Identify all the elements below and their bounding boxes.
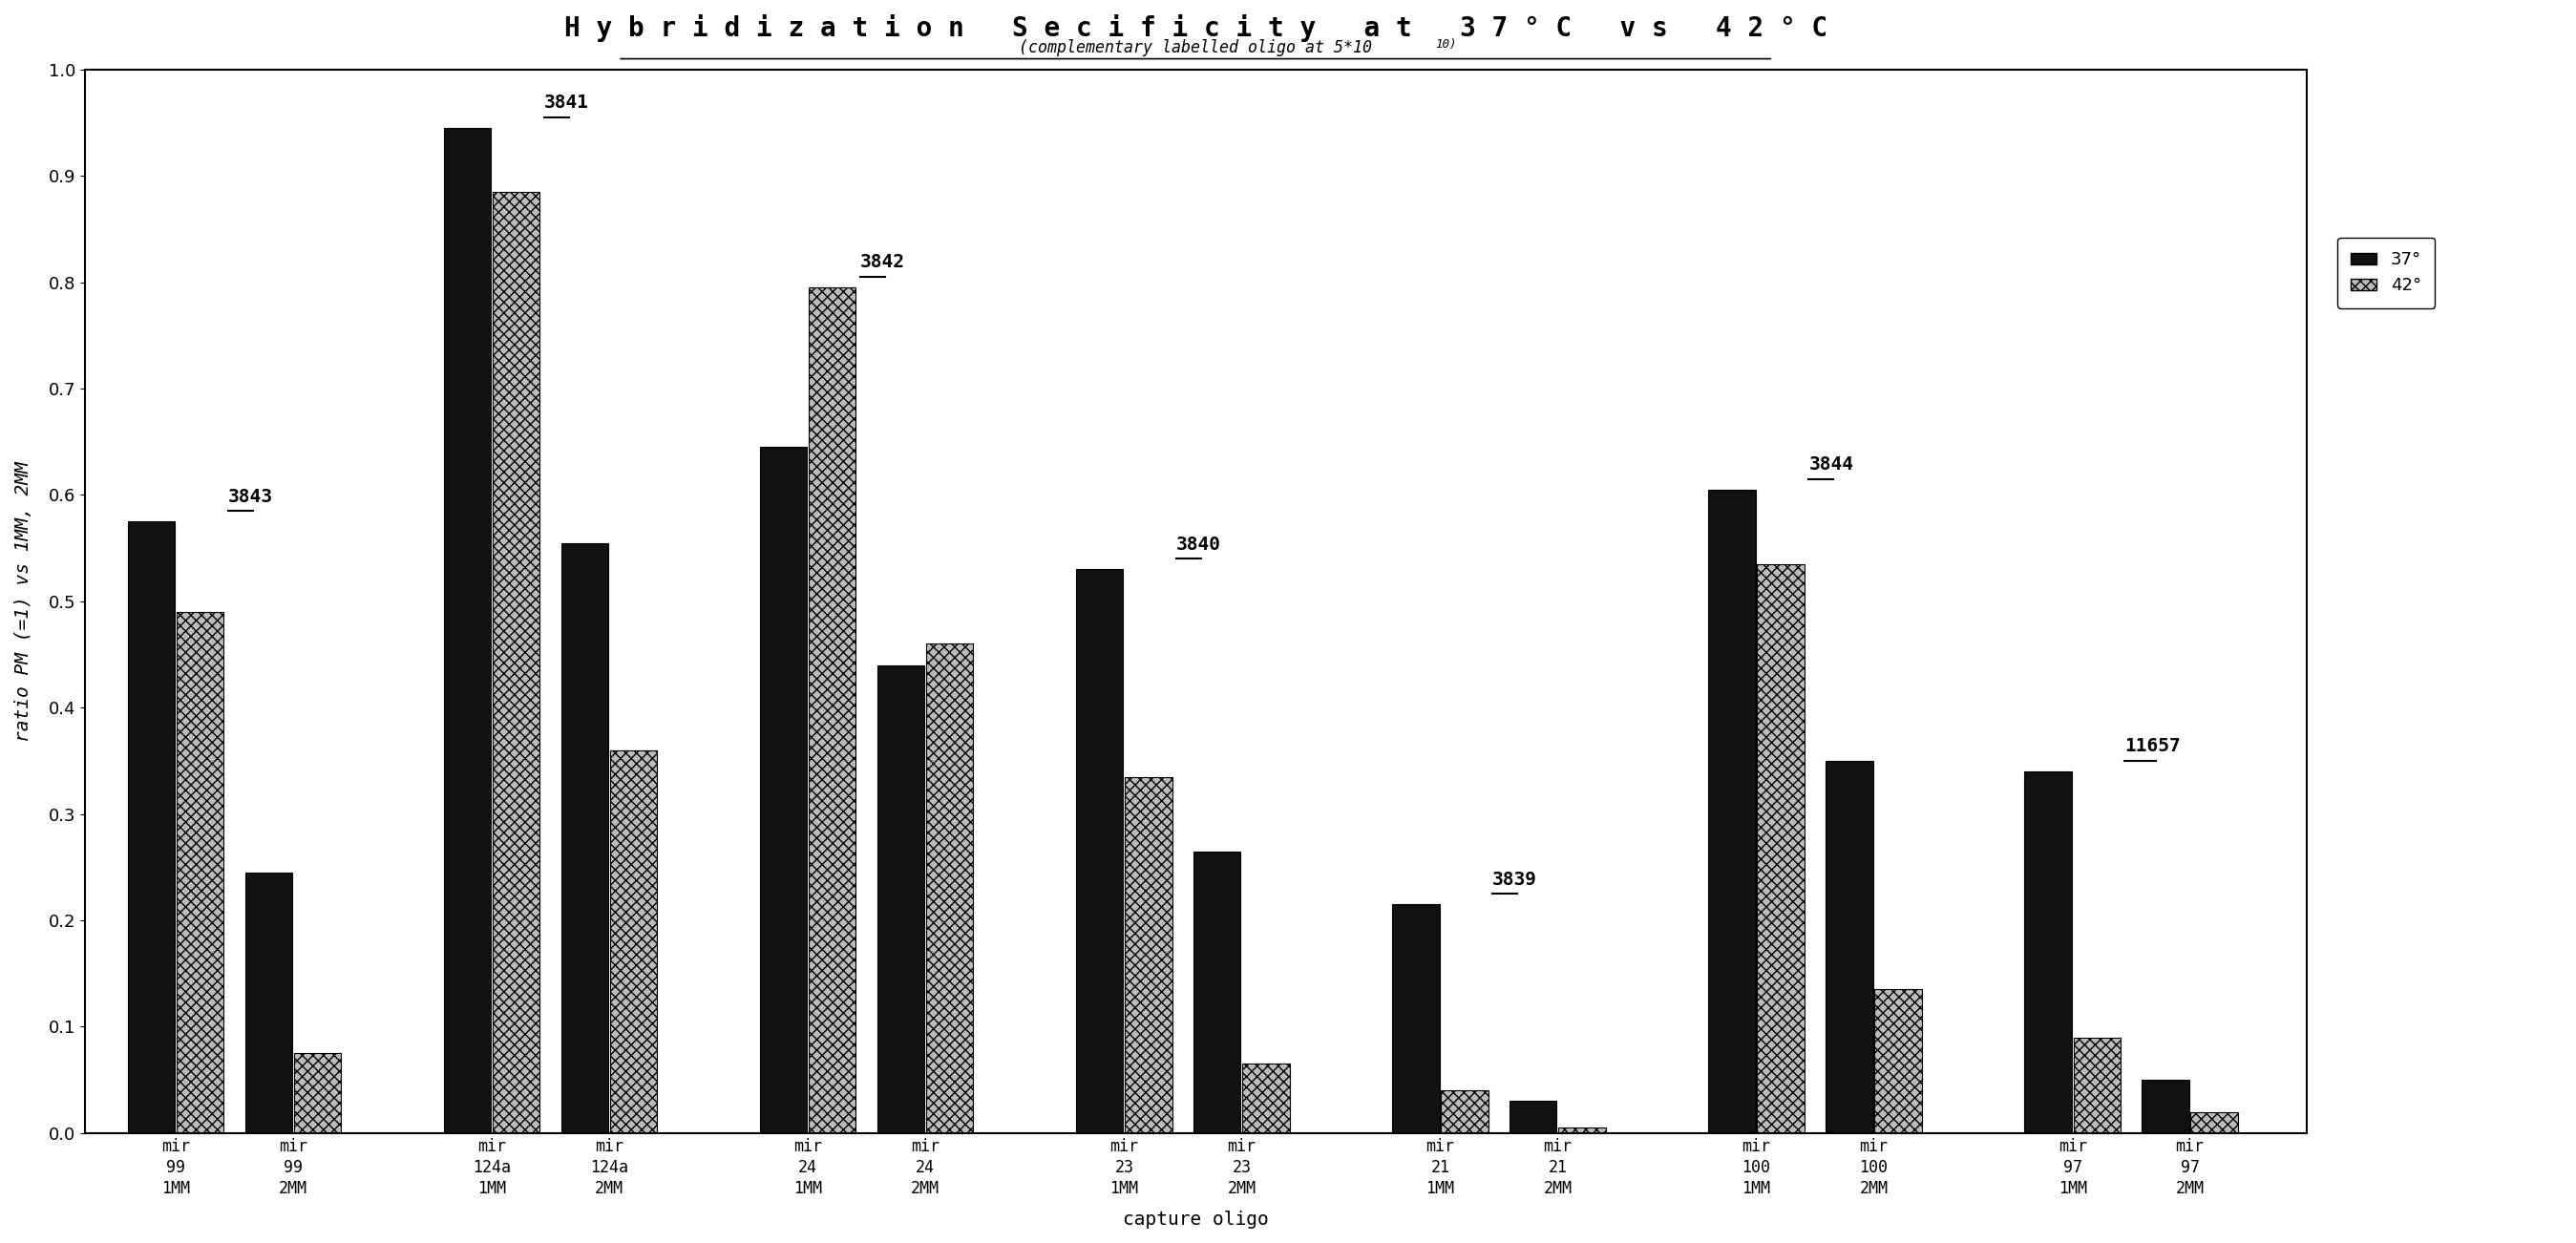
Bar bbox=[1440, 1090, 1489, 1134]
Bar bbox=[760, 447, 806, 1134]
Bar bbox=[1242, 1064, 1291, 1134]
Bar bbox=[1875, 989, 1922, 1134]
Text: 3842: 3842 bbox=[860, 254, 904, 271]
X-axis label: capture oligo: capture oligo bbox=[1123, 1211, 1267, 1228]
Text: 3840: 3840 bbox=[1177, 536, 1221, 553]
Text: 10): 10) bbox=[1435, 37, 1458, 50]
Title: H y b r i d i z a t i o n   S e c i f i c i t y   a t   3 7 ° C   v s   4 2 ° C: H y b r i d i z a t i o n S e c i f i c … bbox=[564, 15, 1826, 42]
Text: 11657: 11657 bbox=[2125, 737, 2182, 756]
Bar bbox=[927, 644, 974, 1134]
Bar bbox=[1708, 490, 1754, 1134]
Bar bbox=[1391, 905, 1440, 1134]
Bar bbox=[129, 522, 175, 1134]
Bar bbox=[1757, 564, 1803, 1134]
Bar bbox=[809, 287, 855, 1134]
Bar bbox=[1193, 851, 1242, 1134]
Bar bbox=[2074, 1038, 2120, 1134]
Bar bbox=[2190, 1111, 2239, 1134]
Bar bbox=[294, 1053, 340, 1134]
Bar bbox=[443, 128, 492, 1134]
Bar bbox=[1077, 569, 1123, 1134]
Bar bbox=[245, 873, 291, 1134]
Bar bbox=[878, 665, 925, 1134]
Text: (complementary labelled oligo at 5*10: (complementary labelled oligo at 5*10 bbox=[1020, 40, 1373, 57]
Text: 3843: 3843 bbox=[227, 487, 273, 506]
Text: 3839: 3839 bbox=[1492, 870, 1538, 889]
Legend: 37°, 42°: 37°, 42° bbox=[2336, 237, 2434, 308]
Bar bbox=[562, 543, 608, 1134]
Text: 3844: 3844 bbox=[1808, 455, 1855, 474]
Text: 3841: 3841 bbox=[544, 93, 590, 112]
Bar bbox=[2141, 1080, 2190, 1134]
Y-axis label: ratio PM (=1) vs 1MM, 2MM: ratio PM (=1) vs 1MM, 2MM bbox=[15, 461, 33, 742]
Bar bbox=[1558, 1127, 1605, 1134]
Bar bbox=[1126, 777, 1172, 1134]
Bar bbox=[611, 751, 657, 1134]
Bar bbox=[1510, 1101, 1556, 1134]
Bar bbox=[492, 191, 541, 1134]
Bar bbox=[178, 612, 224, 1134]
Bar bbox=[2025, 772, 2071, 1134]
Bar bbox=[1826, 761, 1873, 1134]
